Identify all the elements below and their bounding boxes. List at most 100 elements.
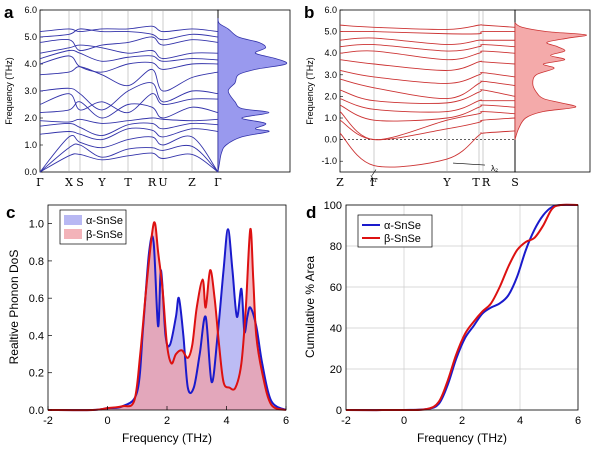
- x-tick-label: 6: [283, 415, 289, 427]
- phonon-band-1: [39, 143, 219, 173]
- kpoint-label: U: [158, 176, 167, 189]
- phonon-band-6: [39, 101, 219, 119]
- plot-frame: [345, 204, 579, 411]
- phonon-band-5: [39, 117, 219, 124]
- y-tick-label: 3.0: [324, 70, 337, 80]
- y-tick-label: 2.0: [24, 113, 37, 123]
- y-tick-label: 0.4: [29, 330, 44, 342]
- soft-mode-arrow: [371, 169, 377, 176]
- phonon-band-6: [339, 78, 516, 100]
- y-tick-label: 6.0: [324, 5, 337, 15]
- kpoint-label: R: [482, 176, 491, 189]
- y-tick-label: -1.0: [321, 156, 337, 166]
- x-axis-label: Frequency (THz): [417, 431, 507, 445]
- kpoint-label: Y: [442, 176, 451, 189]
- kpoint-label: R: [148, 176, 157, 189]
- phonon-band-3: [339, 104, 516, 122]
- y-tick-label: 2.0: [324, 91, 337, 101]
- kpoint-label: Γ: [214, 176, 222, 189]
- kpoint-label: T: [472, 176, 480, 189]
- x-tick-label: -2: [43, 415, 53, 427]
- phonon-dos-curve: [514, 22, 587, 140]
- legend: [357, 214, 433, 248]
- y-tick-label: 100: [324, 200, 342, 212]
- phonon-band-7: [39, 93, 219, 114]
- y-tick-label: 6.0: [24, 5, 37, 15]
- y-tick-label: 60: [330, 282, 342, 294]
- x-tick-label: -2: [341, 415, 351, 427]
- cumulative-line-1: [345, 203, 579, 412]
- phonon-band-0: [39, 152, 219, 173]
- kpoint-label: Z: [188, 176, 196, 189]
- kpoint-label: S: [76, 176, 84, 189]
- panel-label-c: c: [6, 203, 15, 222]
- phonon-band-2: [39, 134, 219, 173]
- phonon-band-4: [39, 122, 219, 137]
- phonon-band-10: [39, 55, 219, 73]
- y-tick-label: 0.8: [29, 256, 44, 268]
- y-tick-label: 5.0: [24, 32, 37, 42]
- phonon-band-12: [39, 44, 219, 60]
- phonon-band-11: [39, 49, 219, 62]
- soft-mode-label: λ₁: [370, 175, 377, 184]
- x-tick-label: 4: [223, 415, 229, 427]
- y-axis-label: Realtive Phonon DoS: [7, 250, 21, 365]
- soft-mode-arrow: [452, 162, 486, 166]
- phonon-band-15: [39, 25, 219, 33]
- y-axis-label: Frequency (THz): [4, 57, 14, 125]
- panel-label-b: b: [304, 3, 314, 22]
- kpoint-label: X: [65, 176, 73, 189]
- y-tick-label: 1.0: [24, 140, 37, 150]
- phonon-band-10: [339, 43, 516, 52]
- legend-label: α-SnSe: [384, 220, 421, 232]
- phonon-band-2: [339, 111, 516, 141]
- y-tick-label: 40: [330, 323, 342, 335]
- y-tick-label: 1.0: [29, 219, 44, 231]
- kpoint-label: S: [511, 176, 519, 189]
- legend-swatch-1: [64, 229, 82, 239]
- y-tick-label: 0.0: [29, 405, 44, 417]
- y-tick-label: 0.0: [24, 167, 37, 177]
- phonon-band-9: [339, 50, 516, 61]
- phonon-band-11: [339, 37, 515, 46]
- x-tick-label: 0: [104, 415, 110, 427]
- legend-label: β-SnSe: [384, 233, 421, 245]
- x-tick-label: 4: [517, 415, 523, 427]
- x-tick-label: 6: [575, 415, 581, 427]
- phonon-band-9: [39, 66, 219, 92]
- phonon-band-8: [39, 82, 219, 111]
- phonon-band-3: [39, 127, 219, 141]
- y-axis-label: Cumulative % Area: [303, 256, 317, 358]
- y-tick-label: 3.0: [24, 86, 37, 96]
- y-tick-label: 0.2: [29, 368, 44, 380]
- legend-swatch-0: [64, 215, 82, 225]
- phonon-band-1: [339, 117, 516, 141]
- phonon-band-13: [339, 24, 516, 30]
- y-tick-label: 4.0: [24, 59, 37, 69]
- panel-label-a: a: [4, 3, 14, 22]
- legend-label: α-SnSe: [86, 215, 123, 227]
- dos-area-0: [48, 229, 286, 411]
- legend-label: β-SnSe: [86, 229, 123, 241]
- y-tick-label: 0: [336, 405, 342, 417]
- y-tick-label: 0.6: [29, 293, 44, 305]
- phonon-band-0: [339, 130, 516, 168]
- soft-mode-label: λ₂: [491, 164, 498, 173]
- phonon-band-7: [339, 70, 516, 84]
- kpoint-label: T: [124, 176, 132, 189]
- dos-area-1: [48, 222, 286, 411]
- kpoint-label: Y: [97, 176, 106, 189]
- y-tick-label: 4.0: [324, 48, 337, 58]
- kpoint-label: Γ: [36, 176, 44, 189]
- x-tick-label: 0: [401, 415, 407, 427]
- phonon-band-5: [339, 89, 516, 104]
- phonon-band-4: [339, 98, 515, 113]
- x-axis-label: Frequency (THz): [122, 431, 212, 445]
- y-tick-label: 5.0: [324, 27, 337, 37]
- phonon-band-8: [339, 59, 516, 71]
- x-tick-label: 2: [459, 415, 465, 427]
- phonon-band-14: [39, 28, 219, 41]
- y-tick-label: 0.0: [324, 135, 337, 145]
- cumulative-line-0: [345, 203, 579, 412]
